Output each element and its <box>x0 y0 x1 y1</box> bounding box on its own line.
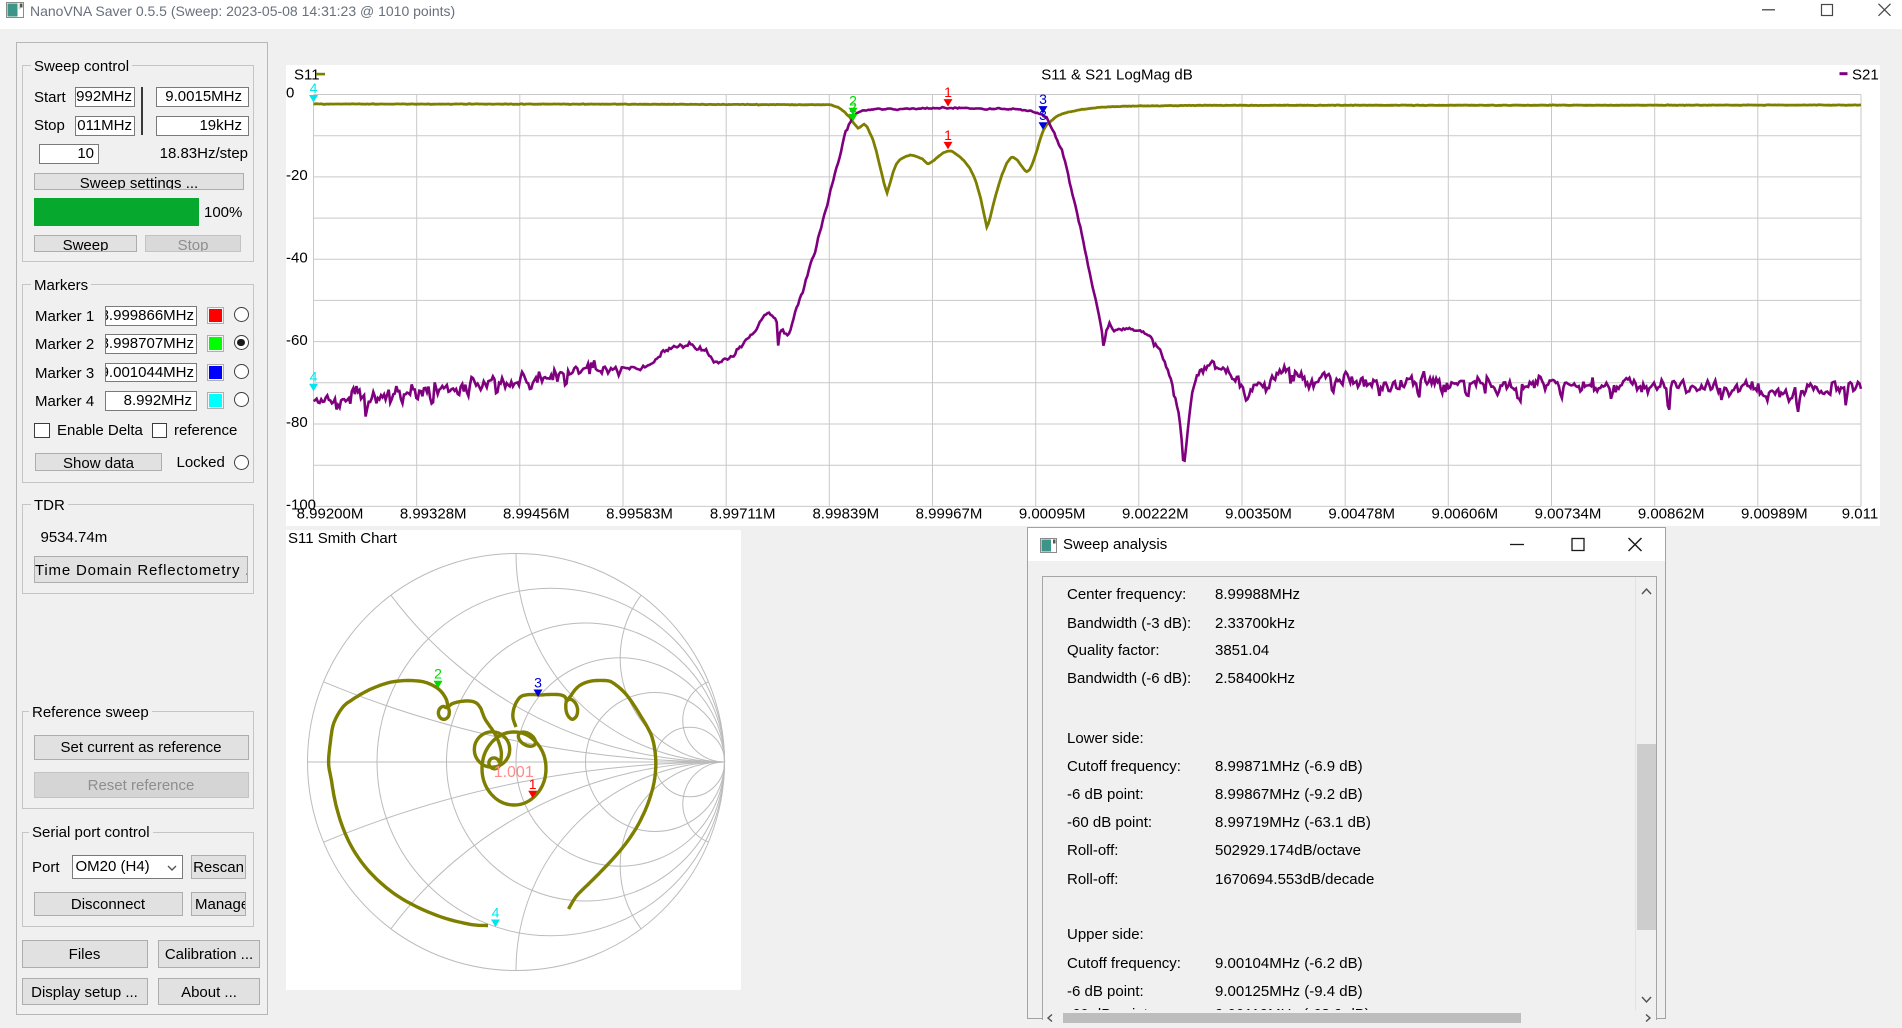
svg-text:9.00478M: 9.00478M <box>1328 506 1395 523</box>
svg-text:S21: S21 <box>1852 67 1879 84</box>
svg-text:9.011: 9.011 <box>1842 506 1878 523</box>
svg-text:1: 1 <box>529 776 537 792</box>
svg-text:2: 2 <box>849 99 857 115</box>
svg-text:8.99583M: 8.99583M <box>606 506 673 523</box>
svg-text:0: 0 <box>286 85 294 102</box>
svg-text:3: 3 <box>1039 107 1047 123</box>
svg-text:4: 4 <box>310 80 318 96</box>
svg-text:3: 3 <box>534 675 542 691</box>
svg-text:8.99328M: 8.99328M <box>400 506 467 523</box>
svg-text:8.99456M: 8.99456M <box>503 506 570 523</box>
svg-text:9.00350M: 9.00350M <box>1225 506 1292 523</box>
svg-text:8.99839M: 8.99839M <box>812 506 879 523</box>
svg-text:-20: -20 <box>286 167 308 184</box>
svg-text:-100: -100 <box>286 497 316 514</box>
svg-text:1: 1 <box>944 84 952 100</box>
svg-text:9.00862M: 9.00862M <box>1638 506 1705 523</box>
svg-text:8.99711M: 8.99711M <box>710 506 776 523</box>
svg-text:S11: S11 <box>294 67 320 84</box>
svg-text:S11 Smith Chart: S11 Smith Chart <box>288 530 398 547</box>
svg-text:2: 2 <box>849 93 857 109</box>
svg-text:3: 3 <box>1039 91 1047 107</box>
svg-text:-40: -40 <box>286 249 308 266</box>
svg-text:S11 & S21 LogMag dB: S11 & S21 LogMag dB <box>1041 67 1193 84</box>
svg-text:9.00222M: 9.00222M <box>1122 506 1189 523</box>
svg-text:9.00989M: 9.00989M <box>1741 506 1808 523</box>
svg-text:8.99200M: 8.99200M <box>297 506 364 523</box>
svg-text:9.00095M: 9.00095M <box>1019 506 1086 523</box>
svg-text:4: 4 <box>310 369 318 385</box>
svg-text:1: 1 <box>944 127 952 143</box>
svg-text:1.001: 1.001 <box>494 764 534 781</box>
svg-text:-60: -60 <box>286 332 308 349</box>
svg-text:9.00734M: 9.00734M <box>1535 506 1602 523</box>
svg-text:4: 4 <box>492 905 500 921</box>
svg-text:9.00606M: 9.00606M <box>1431 506 1498 523</box>
svg-text:2: 2 <box>434 666 442 682</box>
svg-text:8.99967M: 8.99967M <box>916 506 983 523</box>
svg-text:-80: -80 <box>286 414 308 431</box>
